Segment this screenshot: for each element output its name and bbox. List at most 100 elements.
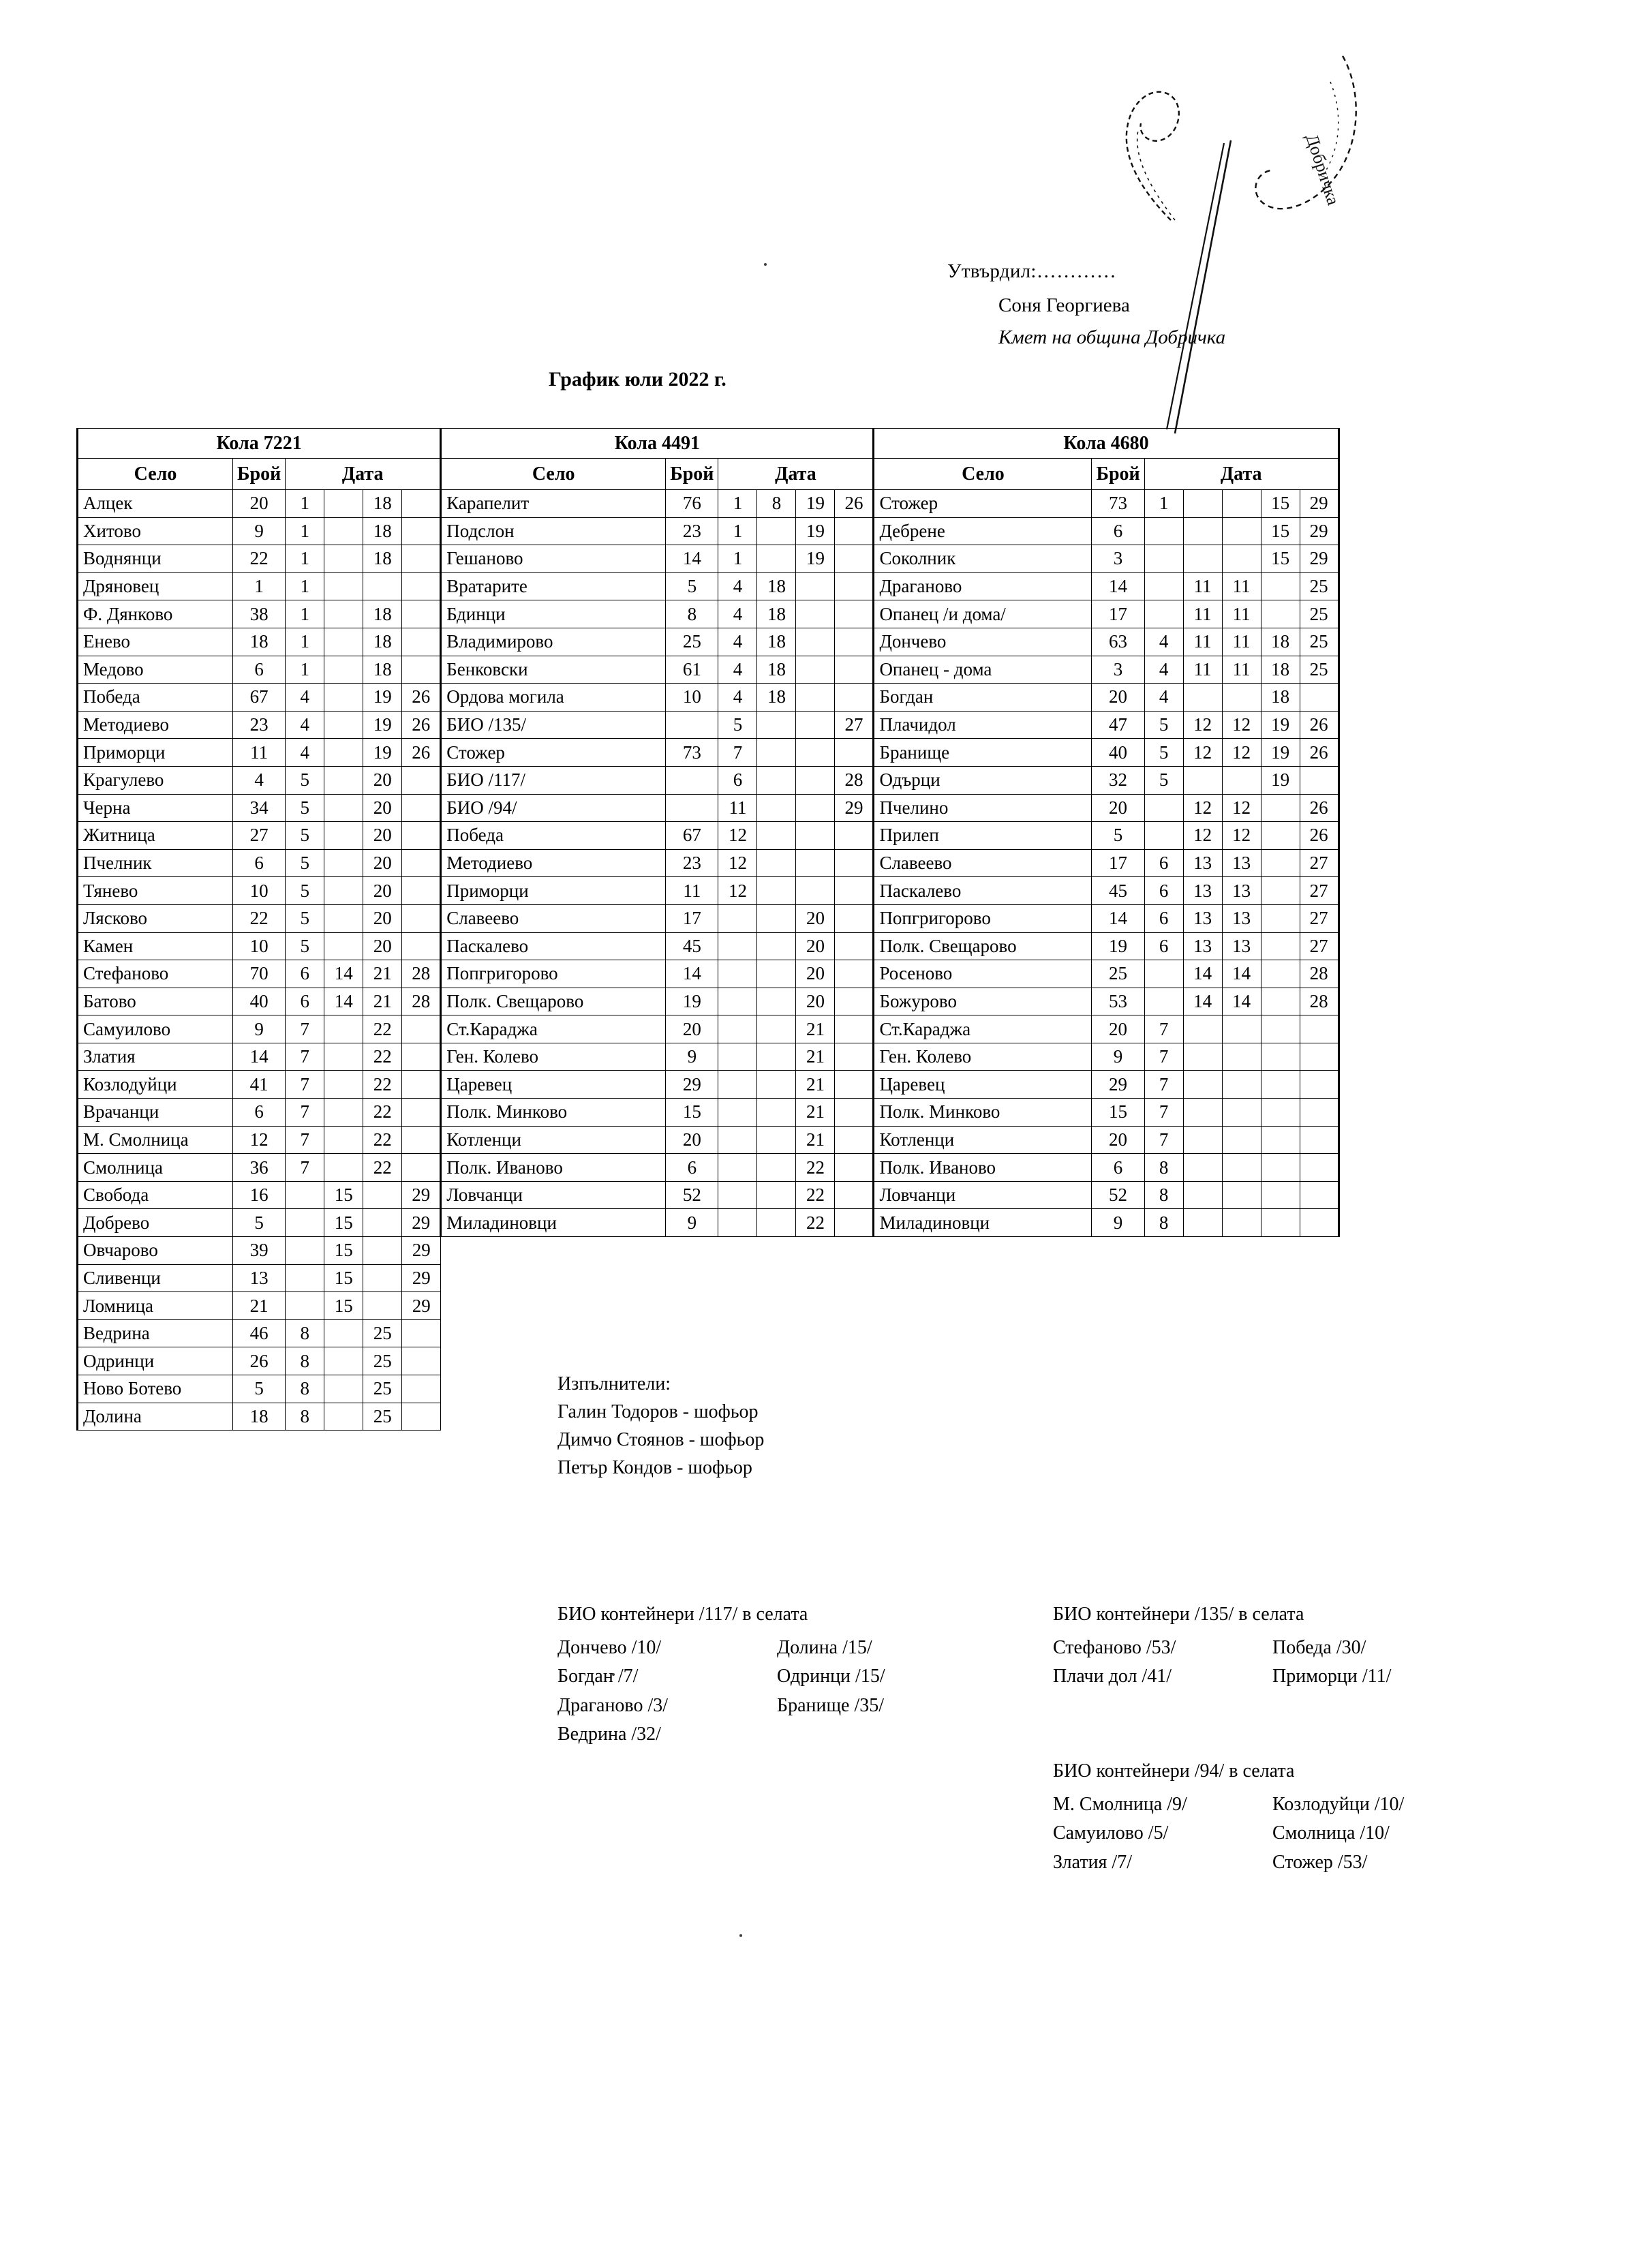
cell-date <box>401 517 442 546</box>
cell-date <box>401 489 442 518</box>
cell-date: 20 <box>363 876 403 905</box>
cell-date <box>834 600 874 628</box>
cell-count: 6 <box>232 849 286 878</box>
cell-count: 5 <box>232 1375 286 1403</box>
table-row: Воднянци 22 1 18 Гешаново 14 1 19 Соколник 3 15 29 <box>76 545 1340 573</box>
cell-date <box>1299 1153 1340 1182</box>
cell-date <box>324 655 364 684</box>
cell-date: 29 <box>1299 489 1340 518</box>
cell-village: Царевец <box>872 1070 1092 1099</box>
cell-date <box>1299 1098 1340 1127</box>
cell-village: Ордова могила <box>440 683 667 712</box>
cell-date: 14 <box>1221 960 1261 988</box>
table-row: Ф. Дянково 38 1 18 Бдинци 8 4 18 Опанец /и дома/… <box>76 600 1340 628</box>
cell-date <box>834 572 874 601</box>
cell-count: 11 <box>665 876 719 905</box>
cell-village: БИО /117/ <box>440 765 667 795</box>
cell-count: 18 <box>232 1402 286 1431</box>
bio-rows: Дончево /10/Долина /15/Богдан /7/Одринци… <box>557 1634 981 1749</box>
cell-date <box>401 1125 442 1155</box>
table-row: М. Смолница 12 7 22 Котленци 20 21 Котленци 20 7 <box>76 1125 1340 1155</box>
cell-count <box>665 710 719 739</box>
cell-date: 14 <box>1221 987 1261 1016</box>
cell-date <box>1221 1208 1261 1238</box>
cell-village: Ловчанци <box>440 1180 667 1210</box>
bio-village-right: Одринци /15/ <box>777 1666 885 1687</box>
approver-name: Соня Георгиева <box>998 294 1130 317</box>
cell-date <box>1221 765 1261 795</box>
cell-date <box>401 932 442 961</box>
approver-position: Кмет на община Добричка <box>998 326 1226 349</box>
schedule-table-body: Алцек 20 1 18 Карапелит 76 1 8 19 26 Стожер 73 1 15 29… <box>76 489 1340 1431</box>
cell-date: 7 <box>285 1098 325 1127</box>
cell-village: Алцек <box>76 489 233 518</box>
cell-date: 26 <box>1299 821 1340 850</box>
cell-date <box>401 1015 442 1043</box>
cell-count: 3 <box>1091 545 1145 573</box>
cell-date <box>401 1319 442 1348</box>
cell-count: 20 <box>232 489 286 518</box>
cell-village: Крагулево <box>76 765 233 795</box>
cell-date <box>718 1015 758 1043</box>
cell-village: Камен <box>76 932 233 961</box>
cell-village: Карапелит <box>440 489 667 518</box>
cell-village: Славеево <box>872 849 1092 878</box>
scan-artifact-dot <box>739 1934 742 1937</box>
cell-count: 15 <box>1091 1098 1145 1127</box>
cell-date: 1 <box>285 517 325 546</box>
table-row: Лясково 22 5 20 Славеево 17 20 Попгригорово 14 6 1… <box>76 904 1340 933</box>
cell-date: 4 <box>1144 683 1184 712</box>
cell-date: 22 <box>363 1015 403 1043</box>
cell-date: 1 <box>718 545 758 573</box>
cell-count: 11 <box>232 738 286 767</box>
bio-village-left: Ведрина /32/ <box>557 1724 661 1745</box>
cell-date <box>1144 793 1184 823</box>
cell-date: 19 <box>795 517 836 546</box>
cell-date <box>1260 960 1300 988</box>
cell-date <box>1144 960 1184 988</box>
bio-village-left: Златия /7/ <box>1053 1851 1132 1873</box>
cell-date: 19 <box>363 683 403 712</box>
cell-date: 25 <box>1299 600 1340 628</box>
cell-date <box>1260 876 1300 905</box>
cell-date <box>401 1347 442 1375</box>
page-title: График юли 2022 г. <box>549 368 726 391</box>
table-row: Добрево 5 15 29 Миладиновци 9 22 Миладиновци 9 8 <box>76 1208 1340 1238</box>
cell-date: 4 <box>285 683 325 712</box>
cell-date <box>718 1153 758 1182</box>
bio-row: Стефаново /53/Победа /30/ <box>1053 1634 1477 1663</box>
cell-date: 29 <box>401 1264 442 1293</box>
cell-date <box>1182 1208 1223 1238</box>
cell-village: Хитово <box>76 517 233 546</box>
cell-date: 21 <box>795 1125 836 1155</box>
cell-count: 16 <box>232 1180 286 1210</box>
cell-count: 18 <box>232 627 286 656</box>
cell-date <box>756 793 797 823</box>
cell-date: 27 <box>1299 849 1340 878</box>
cell-date <box>324 1070 364 1099</box>
cell-date <box>1182 683 1223 712</box>
cell-date: 8 <box>1144 1180 1184 1210</box>
cell-village: Ст.Караджа <box>872 1015 1092 1043</box>
cell-empty <box>441 1292 874 1320</box>
cell-date: 25 <box>363 1319 403 1348</box>
cell-count: 17 <box>1091 849 1145 878</box>
cell-date: 21 <box>795 1098 836 1127</box>
cell-date: 22 <box>363 1125 403 1155</box>
cell-date: 7 <box>1144 1015 1184 1043</box>
cell-village: Лясково <box>76 904 233 933</box>
bio-village-left: Дончево /10/ <box>557 1636 662 1658</box>
cell-count: 23 <box>232 710 286 739</box>
cell-date: 26 <box>1299 738 1340 767</box>
cell-empty <box>874 1319 1339 1347</box>
cell-village: Полк. Свещарово <box>872 932 1092 961</box>
cell-date <box>324 1015 364 1043</box>
cell-village: Енево <box>76 627 233 656</box>
cell-date <box>756 821 797 850</box>
cell-date <box>324 1375 364 1403</box>
table-row: Златия 14 7 22 Ген. Колево 9 21 Ген. Колево 9 7 <box>76 1042 1340 1071</box>
cell-date: 12 <box>1221 793 1261 823</box>
cell-village: Козлодуйци <box>76 1070 233 1099</box>
bio-row: Ведрина /32/ <box>557 1720 981 1749</box>
cell-date <box>401 1402 442 1431</box>
